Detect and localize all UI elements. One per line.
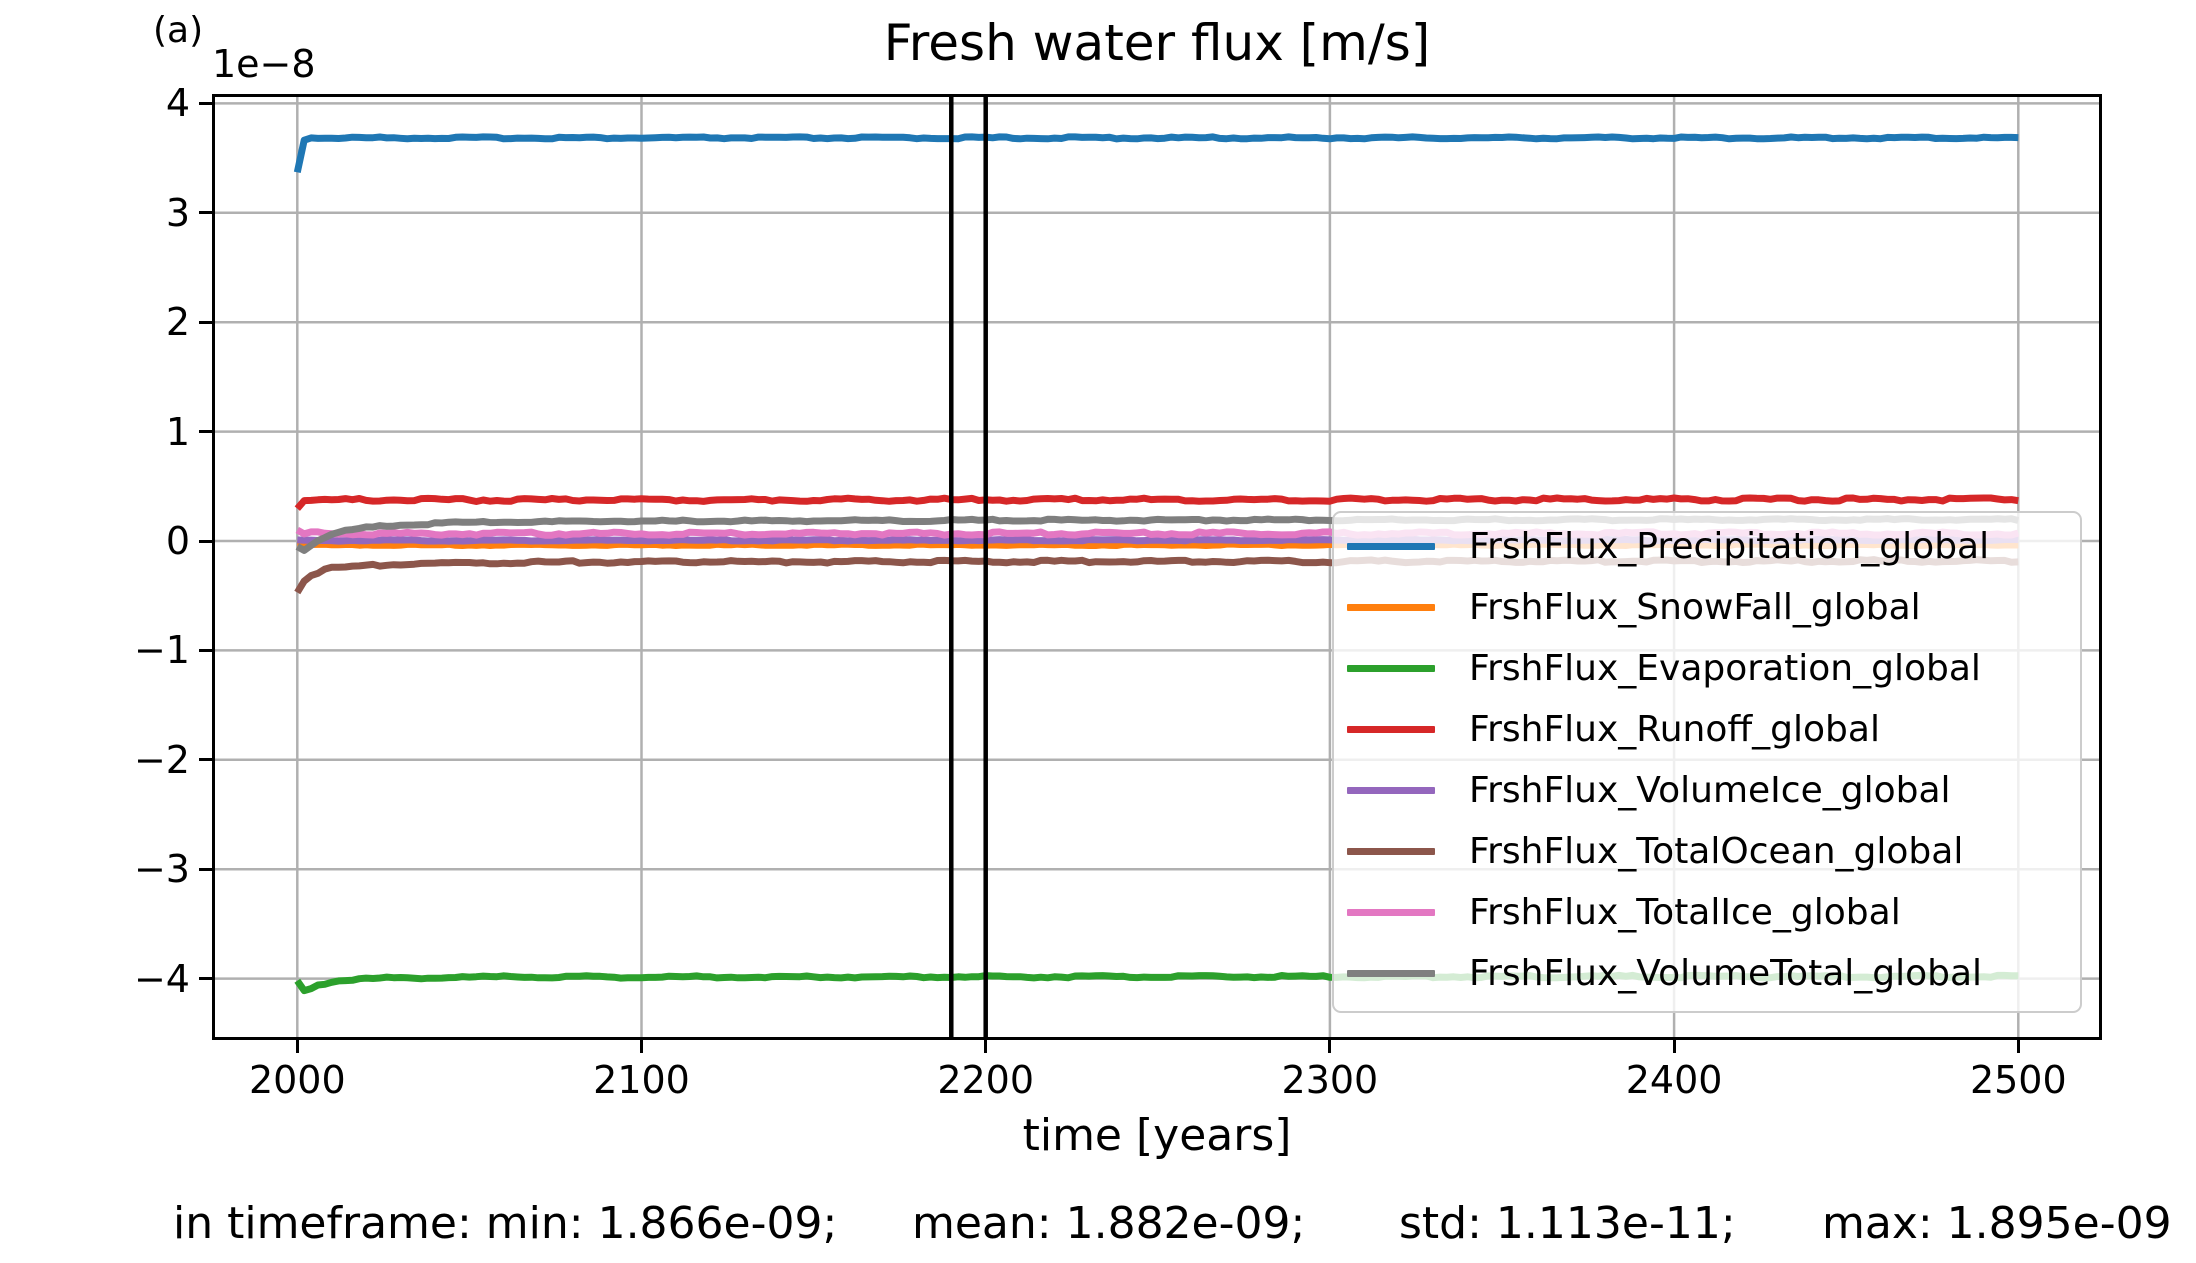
y-tick-label: −3 [133, 847, 190, 892]
legend-item: FrshFlux_Precipitation_global [1334, 516, 2080, 577]
legend-label: FrshFlux_Precipitation_global [1469, 526, 1990, 567]
legend-label: FrshFlux_SnowFall_global [1469, 587, 1921, 628]
x-tick-mark [295, 1040, 299, 1053]
legend-label: FrshFlux_TotalIce_global [1469, 892, 1901, 933]
legend-swatch-FrshFlux_VolumeTotal_global [1347, 970, 1435, 977]
axes-spines [212, 94, 2102, 1040]
series-line-FrshFlux_Precipitation_global [293, 133, 2019, 174]
legend-swatch-FrshFlux_TotalOcean_global [1347, 848, 1435, 855]
x-tick-label: 2400 [1625, 1058, 1723, 1102]
stats-max: max: 1.895e-09 [1822, 1198, 2172, 1249]
legend-item: FrshFlux_VolumeTotal_global [1334, 943, 2080, 1004]
y-tick-label: −4 [133, 956, 190, 1001]
legend-item: FrshFlux_Runoff_global [1334, 699, 2080, 760]
y-tick-label: 4 [165, 81, 190, 126]
legend-label: FrshFlux_Runoff_global [1469, 709, 1880, 750]
x-tick-label: 2200 [937, 1058, 1035, 1102]
legend-item: FrshFlux_VolumeIce_global [1334, 760, 2080, 821]
x-tick-label: 2500 [1969, 1058, 2067, 1102]
x-tick-mark [1672, 1040, 1676, 1053]
legend-item: FrshFlux_TotalOcean_global [1334, 821, 2080, 882]
legend-label: FrshFlux_VolumeTotal_global [1469, 953, 1983, 994]
stats-min: in timeframe: min: 1.866e-09; [173, 1198, 838, 1249]
y-tick-label: −2 [133, 737, 190, 782]
x-tick-label: 2100 [593, 1058, 690, 1102]
y-tick-mark [199, 211, 212, 215]
y-tick-mark [199, 977, 212, 981]
stats-std: std: 1.113e-11; [1399, 1198, 1736, 1249]
chart-title: Fresh water flux [m/s] [883, 14, 1431, 72]
x-tick-label: 2000 [248, 1058, 346, 1102]
timeframe-marker-lines [949, 94, 988, 1040]
y-tick-mark [199, 430, 212, 434]
legend-swatch-FrshFlux_SnowFall_global [1347, 604, 1435, 611]
x-tick-mark [1328, 1040, 1332, 1053]
x-tick-label: 2300 [1281, 1058, 1379, 1102]
legend-label: FrshFlux_TotalOcean_global [1469, 831, 1964, 872]
y-tick-mark [199, 539, 212, 543]
legend-swatch-FrshFlux_Precipitation_global [1347, 543, 1435, 550]
x-tick-mark [2016, 1040, 2020, 1053]
series-line-FrshFlux_Runoff_global [294, 494, 2019, 511]
legend-swatch-FrshFlux_Runoff_global [1347, 726, 1435, 733]
legend-item: FrshFlux_SnowFall_global [1334, 577, 2080, 638]
legend-swatch-FrshFlux_Evaporation_global [1347, 665, 1435, 672]
y-tick-mark [199, 648, 212, 652]
y-tick-label: −1 [133, 628, 190, 673]
y-axis-offset-label: 1e−8 [212, 42, 316, 86]
legend-swatch-FrshFlux_TotalIce_global [1347, 909, 1435, 916]
y-tick-label: 1 [165, 409, 190, 454]
legend-item: FrshFlux_TotalIce_global [1334, 882, 2080, 943]
y-tick-label: 3 [165, 190, 190, 235]
y-tick-label: 0 [165, 519, 190, 563]
y-tick-mark [199, 758, 212, 762]
legend-label: FrshFlux_VolumeIce_global [1469, 770, 1951, 811]
legend-swatch-FrshFlux_VolumeIce_global [1347, 787, 1435, 794]
x-tick-mark [640, 1040, 643, 1053]
x-tick-mark [984, 1040, 988, 1053]
y-tick-label: 2 [165, 300, 190, 345]
legend-item: FrshFlux_Evaporation_global [1334, 638, 2080, 699]
x-axis-label: time [years] [1022, 1110, 1292, 1161]
legend-label: FrshFlux_Evaporation_global [1469, 648, 1981, 689]
panel-label: (a) [153, 10, 204, 51]
y-tick-mark [199, 320, 212, 324]
legend: FrshFlux_Precipitation_global FrshFlux_Sn… [1332, 511, 2082, 1013]
y-tick-mark [199, 867, 212, 871]
y-tick-mark [199, 101, 212, 105]
stats-mean: mean: 1.882e-09; [912, 1198, 1306, 1249]
